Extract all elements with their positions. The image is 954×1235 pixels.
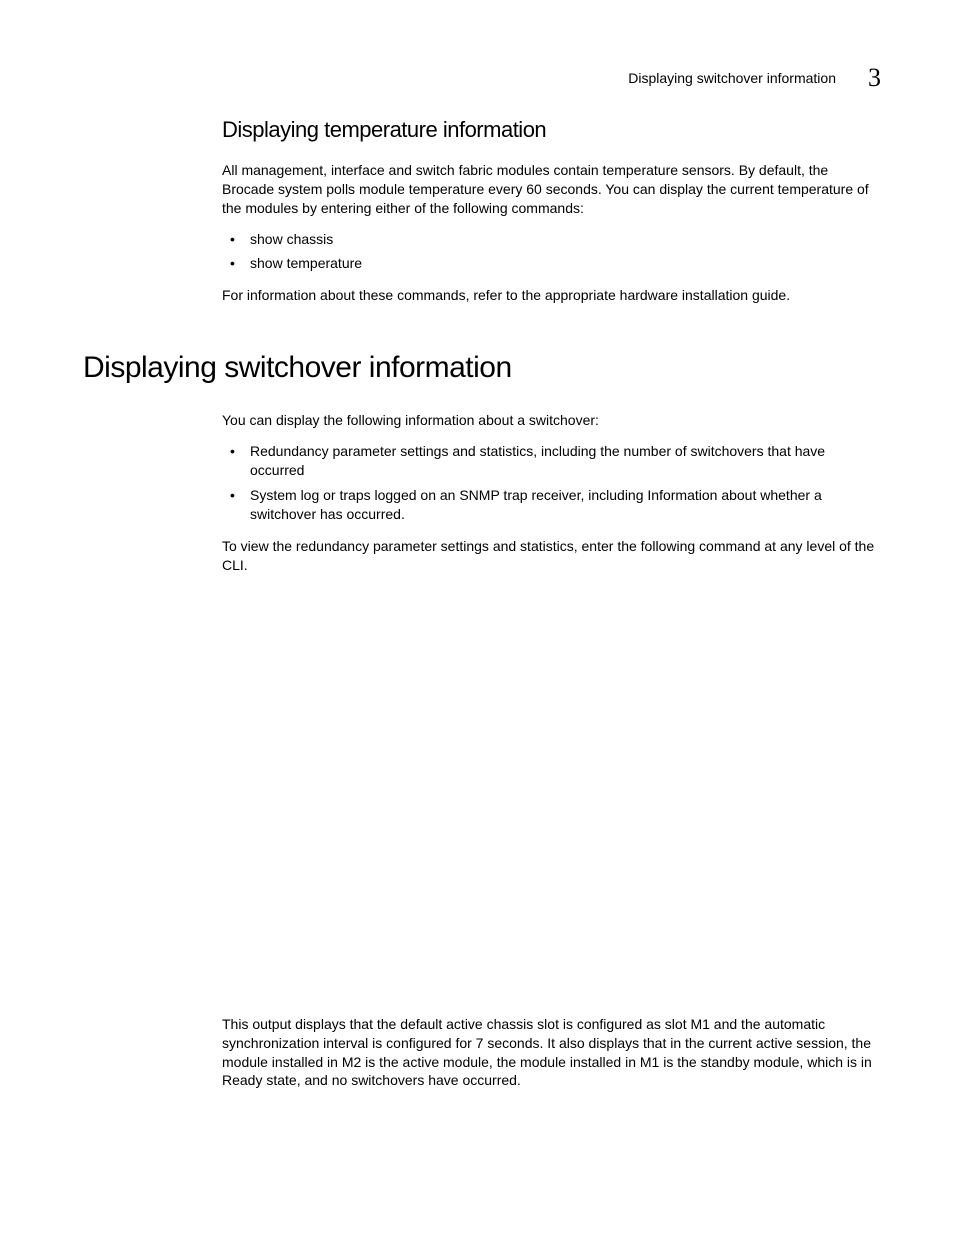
- list-item: show temperature: [222, 254, 881, 274]
- list-item: Redundancy parameter settings and statis…: [222, 442, 881, 481]
- body-paragraph: To view the redundancy parameter setting…: [222, 537, 881, 575]
- page-header: Displaying switchover information 3: [628, 63, 881, 93]
- body-paragraph: This output displays that the default ac…: [222, 1015, 881, 1091]
- chapter-number: 3: [868, 63, 881, 93]
- list-item: show chassis: [222, 230, 881, 250]
- list-item: System log or traps logged on an SNMP tr…: [222, 486, 881, 525]
- body-paragraph: All management, interface and switch fab…: [222, 161, 881, 218]
- subsection-heading-temperature: Displaying temperature information: [222, 117, 881, 143]
- bullet-list-switchover: Redundancy parameter settings and statis…: [222, 442, 881, 525]
- section-heading-switchover: Displaying switchover information: [83, 351, 881, 385]
- body-paragraph: You can display the following informatio…: [222, 411, 881, 430]
- page-content: Displaying temperature information All m…: [83, 117, 881, 1102]
- body-paragraph: For information about these commands, re…: [222, 286, 881, 305]
- bullet-list-commands: show chassis show temperature: [222, 230, 881, 274]
- header-title: Displaying switchover information: [628, 70, 836, 86]
